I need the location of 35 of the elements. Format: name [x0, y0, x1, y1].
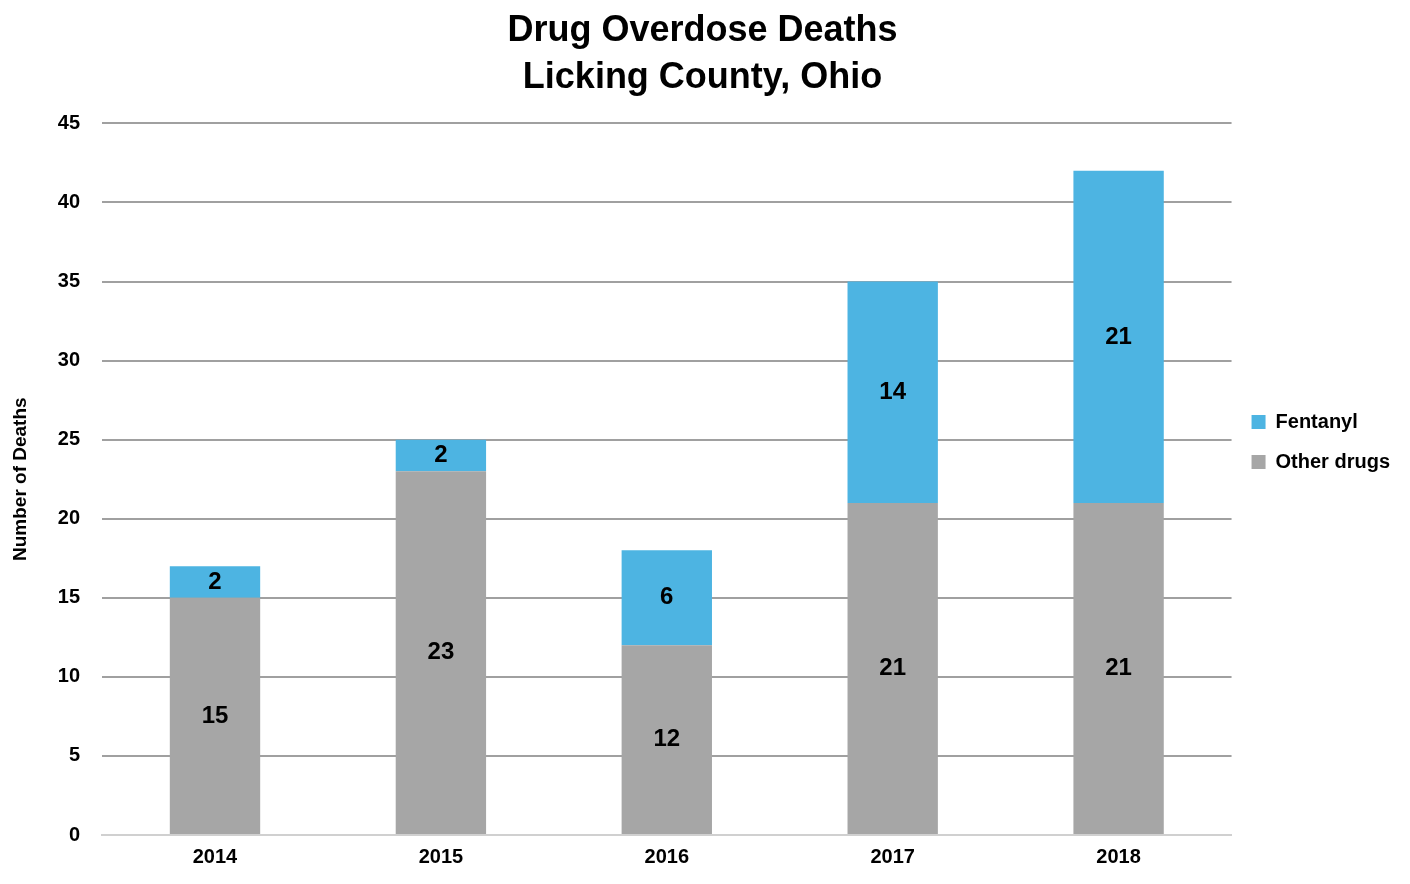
bar — [395, 439, 487, 472]
bar — [1073, 170, 1164, 503]
y-tick-label: 40 — [57, 189, 81, 212]
data-label: 15 — [201, 700, 229, 728]
legend-label: Other drugs — [1275, 449, 1390, 472]
bar — [621, 550, 712, 646]
y-tick-label: 15 — [57, 585, 81, 608]
y-tick-label: 5 — [68, 743, 81, 766]
bar — [169, 566, 261, 598]
data-label: 2 — [434, 440, 448, 468]
x-tick-label: 2018 — [1096, 844, 1141, 867]
data-label: 21 — [1105, 321, 1132, 349]
y-tick-label: 30 — [57, 348, 81, 371]
x-tick-label: 2015 — [418, 844, 464, 867]
data-label: 21 — [1105, 653, 1132, 681]
y-axis-title: Number of Deaths — [8, 397, 30, 562]
bar — [847, 281, 938, 503]
y-tick-label: 45 — [57, 110, 81, 133]
data-label: 12 — [653, 724, 681, 752]
x-tick-label: 2017 — [870, 844, 915, 867]
data-label: 14 — [879, 376, 907, 404]
y-tick-label: 25 — [57, 427, 81, 450]
data-label: 6 — [660, 582, 674, 610]
chart-title: Drug Overdose Deaths — [507, 7, 898, 49]
data-label: 2 — [208, 566, 222, 594]
chart-subtitle: Licking County, Ohio — [522, 54, 883, 96]
y-tick-label: 20 — [57, 506, 81, 529]
legend-label: Fentanyl — [1275, 409, 1358, 432]
y-tick-label: 35 — [57, 269, 81, 292]
x-tick-label: 2016 — [644, 844, 690, 867]
y-tick-label: 0 — [68, 822, 81, 845]
x-tick-label: 2014 — [192, 844, 239, 867]
data-label: 21 — [879, 653, 907, 681]
y-tick-label: 10 — [57, 664, 81, 687]
data-label: 23 — [427, 637, 455, 665]
